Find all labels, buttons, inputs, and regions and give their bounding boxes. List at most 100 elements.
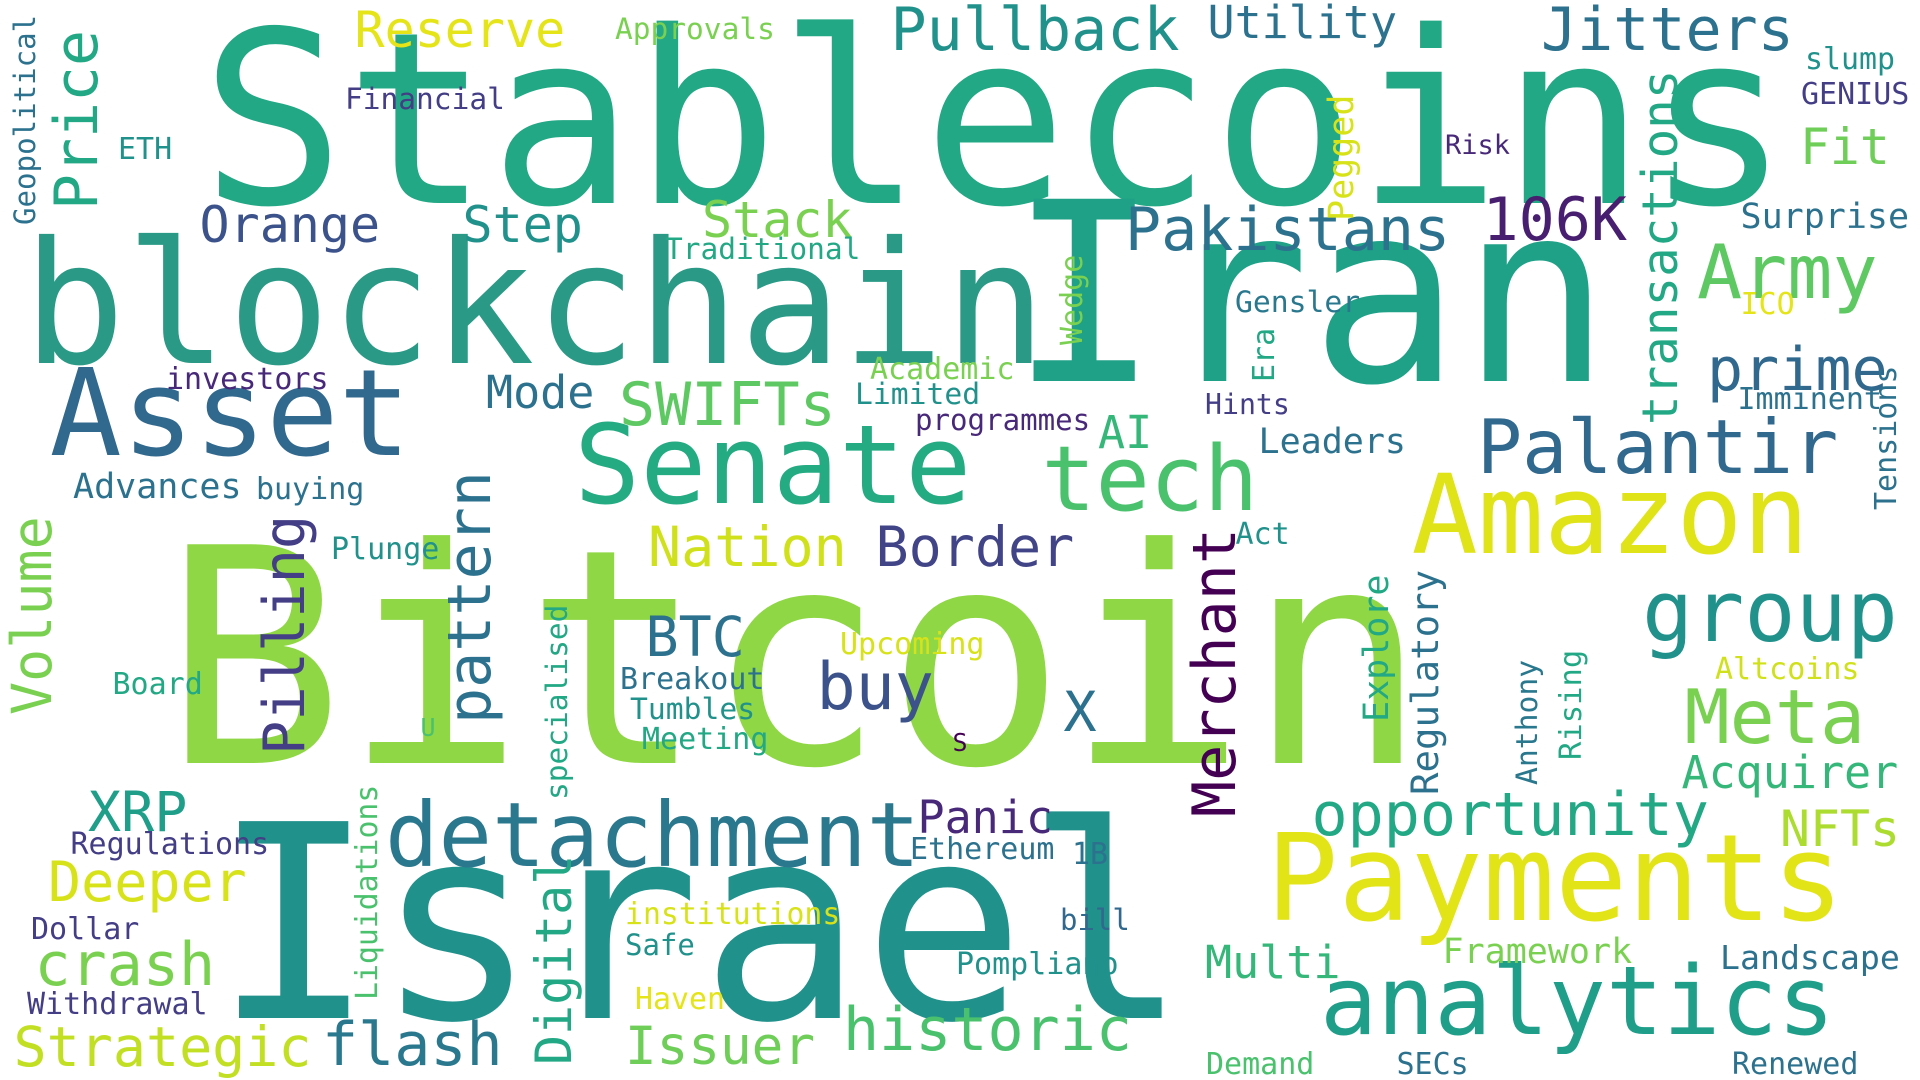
word-payments: Payments (1266, 810, 1844, 949)
word-liquidations: Liquidations (349, 784, 385, 1000)
word-eth: ETH (118, 132, 173, 167)
word-panic: Panic (917, 791, 1053, 844)
word-xrp: XRP (88, 780, 188, 844)
word-specialised: specialised (539, 604, 574, 800)
word-risk: Risk (1445, 129, 1511, 161)
word-gensler: Gensler (1235, 284, 1361, 320)
word-approvals: Approvals (615, 12, 775, 46)
word-x: X (1063, 680, 1097, 744)
word-asset: Asset (49, 345, 411, 484)
word-transactions: transactions (1630, 69, 1689, 425)
word-nfts: NFTs (1780, 800, 1900, 858)
word-buy: buy (816, 650, 934, 725)
word-safe: Safe (625, 927, 695, 962)
word-meeting: Meeting (642, 722, 769, 757)
word-buying: buying (256, 472, 365, 507)
word-senate: Senate (574, 401, 972, 529)
word-stablecoins: Stablecoins (200, 0, 1790, 260)
word-digital: Digital (525, 854, 583, 1065)
word-academic: Academic (870, 352, 1015, 387)
word-withdrawal: Withdrawal (27, 987, 208, 1022)
word-detachment: detachment (385, 782, 921, 887)
word-merchant: Merchant (1180, 528, 1250, 817)
word-pakistans: Pakistans (1125, 195, 1451, 265)
word-s: S (952, 728, 968, 757)
word-pattern: pattern (435, 471, 505, 724)
word-israel: Israel (212, 767, 1188, 1080)
word-leaders: Leaders (1258, 422, 1407, 462)
word-nation: Nation (648, 515, 847, 579)
word-tensions: Tensions (1869, 365, 1904, 511)
word-investors: investors (166, 362, 329, 397)
word-prime: prime (1707, 335, 1888, 405)
word-amazon: Amazon (1411, 451, 1809, 579)
word-wedge: Wedge (1055, 254, 1090, 345)
word-volume: Volume (0, 515, 64, 715)
word-multi: Multi (1205, 936, 1341, 989)
word-slump: slump (1805, 42, 1895, 77)
word-deeper: Deeper (48, 850, 247, 914)
word-regulations: Regulations (70, 827, 270, 862)
word-surprise: Surprise (1740, 197, 1910, 237)
word-altcoins: Altcoins (1715, 652, 1860, 687)
word-rising: Rising (1554, 649, 1589, 760)
word-landscape: Landscape (1720, 938, 1900, 977)
word-106k: 106K (1482, 185, 1628, 255)
word-breakout: Breakout (620, 662, 765, 697)
word-iran: Iran (1009, 149, 1612, 440)
word-explore: Explore (1357, 573, 1397, 722)
word-ethereum: Ethereum (910, 832, 1055, 867)
word-utility: Utility (1207, 0, 1398, 49)
word-btc: BTC (645, 605, 745, 669)
word-secs: SECs (1396, 1047, 1469, 1080)
word-issuer: Issuer (625, 1016, 815, 1077)
word-era: Era (1247, 327, 1282, 382)
word-bill: bill (1060, 902, 1130, 937)
word-army: Army (1697, 228, 1878, 316)
word-crash: crash (34, 930, 216, 1000)
word-institutions: institutions (625, 897, 841, 932)
word-border: Border (875, 515, 1075, 579)
word-analytics: analytics (1320, 947, 1835, 1057)
word-reserve: Reserve (354, 1, 566, 59)
word-jitters: Jitters (1541, 0, 1794, 65)
word-upcoming: Upcoming (840, 627, 985, 662)
word-traditional: Traditional (665, 232, 861, 266)
word-renewed: Renewed (1732, 1047, 1859, 1080)
word-swifts: SWIFTs (619, 370, 836, 440)
word-opportunity: opportunity (1311, 780, 1709, 850)
word-anthony: Anthony (1509, 659, 1545, 785)
word-act: Act (1235, 517, 1290, 552)
word-board: Board (112, 667, 203, 702)
word-pegged: Pegged (1322, 94, 1362, 221)
word-acquirer: Acquirer (1681, 746, 1899, 799)
word-step: Step (462, 196, 583, 254)
word-fit: Fit (1800, 117, 1890, 176)
word-haven: Haven (635, 982, 725, 1017)
word-dollar: Dollar (31, 912, 140, 947)
word-blockchain: blockchain (23, 206, 1047, 404)
word-hints: Hints (1205, 388, 1290, 421)
word-ico: ICO (1740, 287, 1795, 322)
word-group: group (1642, 563, 1898, 662)
word-pompliano: Pompliano (956, 947, 1119, 982)
word-regulatory: Regulatory (1402, 569, 1447, 795)
word-tech: tech (1041, 427, 1259, 532)
word-limited: Limited (855, 377, 981, 412)
word-price: Price (41, 29, 112, 210)
word-ai: AI (1098, 406, 1153, 459)
word-demand: Demand (1206, 1047, 1315, 1080)
word-flash: flash (322, 1010, 503, 1080)
word-1b: 1B (1072, 837, 1109, 872)
word-pilling: Pilling (251, 514, 318, 755)
word-palantir: Palantir (1477, 403, 1839, 491)
word-genius: GENIUS (1801, 77, 1910, 112)
word-geopolitical: Geopolitical (7, 14, 42, 225)
word-plunge: Plunge (331, 532, 440, 567)
word-imminent: Imminent (1737, 382, 1883, 417)
word-tumbles: Tumbles (630, 692, 756, 727)
word-meta: Meta (1684, 673, 1866, 761)
word-programmes: programmes (915, 402, 1091, 437)
word-historic: historic (843, 995, 1132, 1065)
word-u: U (420, 713, 436, 742)
